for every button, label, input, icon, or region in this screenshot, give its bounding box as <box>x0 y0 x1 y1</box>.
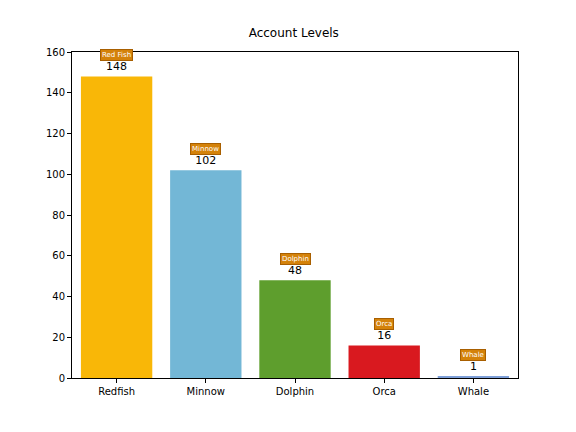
svg-text:80: 80 <box>52 210 65 221</box>
svg-text:Minnow: Minnow <box>187 386 225 397</box>
svg-text:0: 0 <box>59 373 65 384</box>
svg-text:20: 20 <box>52 332 65 343</box>
svg-text:102: 102 <box>195 154 216 167</box>
svg-text:60: 60 <box>52 250 65 261</box>
svg-text:Orca: Orca <box>376 320 392 328</box>
svg-text:Dolphin: Dolphin <box>282 255 309 263</box>
svg-text:Redfish: Redfish <box>98 386 135 397</box>
svg-text:Red Fish: Red Fish <box>102 51 131 59</box>
svg-text:Whale: Whale <box>462 351 484 359</box>
svg-text:Whale: Whale <box>458 386 489 397</box>
svg-text:Dolphin: Dolphin <box>276 386 314 397</box>
svg-text:48: 48 <box>288 264 302 277</box>
svg-text:100: 100 <box>46 169 65 180</box>
svg-text:1: 1 <box>470 360 477 373</box>
svg-text:120: 120 <box>46 128 65 139</box>
svg-text:Account Levels: Account Levels <box>249 26 339 40</box>
svg-text:16: 16 <box>377 329 391 342</box>
svg-text:140: 140 <box>46 87 65 98</box>
svg-text:Orca: Orca <box>373 386 396 397</box>
svg-text:40: 40 <box>52 291 65 302</box>
svg-text:148: 148 <box>106 60 127 73</box>
svg-text:Minnow: Minnow <box>192 145 219 153</box>
svg-text:160: 160 <box>46 47 65 58</box>
